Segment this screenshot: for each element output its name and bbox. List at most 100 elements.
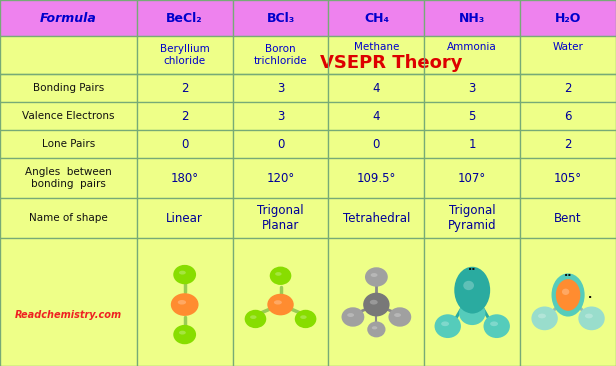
Bar bbox=[0, 158, 137, 198]
Text: 2: 2 bbox=[564, 138, 572, 150]
Bar bbox=[520, 158, 616, 198]
Bar bbox=[424, 102, 520, 130]
Bar bbox=[520, 102, 616, 130]
Ellipse shape bbox=[367, 321, 386, 337]
Bar bbox=[233, 238, 328, 366]
Ellipse shape bbox=[463, 281, 474, 290]
Bar bbox=[233, 0, 328, 36]
Bar bbox=[137, 238, 233, 366]
Ellipse shape bbox=[370, 300, 378, 305]
Text: BCl₃: BCl₃ bbox=[266, 11, 294, 25]
Text: 3: 3 bbox=[469, 82, 476, 94]
Text: Valence Electrons: Valence Electrons bbox=[22, 111, 115, 121]
Text: 2: 2 bbox=[564, 82, 572, 94]
Text: 107°: 107° bbox=[458, 172, 487, 184]
Bar bbox=[328, 74, 424, 102]
Text: Name of shape: Name of shape bbox=[29, 213, 108, 223]
Text: 0: 0 bbox=[181, 138, 188, 150]
Bar bbox=[0, 130, 137, 158]
Text: 5: 5 bbox=[469, 109, 476, 123]
Ellipse shape bbox=[275, 272, 282, 276]
Text: Lone Pairs: Lone Pairs bbox=[42, 139, 95, 149]
Ellipse shape bbox=[179, 331, 186, 335]
Ellipse shape bbox=[270, 266, 291, 285]
Ellipse shape bbox=[245, 310, 266, 328]
Ellipse shape bbox=[295, 310, 317, 328]
Ellipse shape bbox=[274, 300, 282, 305]
Bar bbox=[424, 158, 520, 198]
Ellipse shape bbox=[484, 314, 510, 338]
Ellipse shape bbox=[371, 273, 378, 277]
Ellipse shape bbox=[347, 313, 354, 317]
Text: 180°: 180° bbox=[171, 172, 199, 184]
Bar bbox=[137, 0, 233, 36]
Ellipse shape bbox=[490, 321, 498, 326]
Text: Methane: Methane bbox=[354, 42, 399, 52]
Text: CH₄: CH₄ bbox=[364, 11, 389, 25]
Text: Trigonal
Planar: Trigonal Planar bbox=[257, 204, 304, 232]
Text: 2: 2 bbox=[181, 82, 188, 94]
Ellipse shape bbox=[173, 325, 196, 344]
Bar bbox=[233, 102, 328, 130]
Ellipse shape bbox=[363, 293, 389, 317]
Bar bbox=[328, 36, 424, 74]
Bar bbox=[0, 0, 137, 36]
Ellipse shape bbox=[389, 307, 411, 327]
Bar bbox=[137, 130, 233, 158]
Ellipse shape bbox=[466, 309, 474, 313]
Ellipse shape bbox=[365, 267, 388, 287]
Text: Angles  between
bonding  pairs: Angles between bonding pairs bbox=[25, 167, 111, 189]
Text: 3: 3 bbox=[277, 109, 284, 123]
Text: Formula: Formula bbox=[40, 11, 97, 25]
Text: 1: 1 bbox=[469, 138, 476, 150]
Bar bbox=[424, 198, 520, 238]
Text: Bonding Pairs: Bonding Pairs bbox=[33, 83, 104, 93]
Bar bbox=[233, 36, 328, 74]
Bar bbox=[328, 0, 424, 36]
Ellipse shape bbox=[560, 286, 570, 295]
Text: 0: 0 bbox=[277, 138, 284, 150]
Bar bbox=[233, 130, 328, 158]
Text: 4: 4 bbox=[373, 109, 380, 123]
Ellipse shape bbox=[171, 293, 198, 316]
Text: Bent: Bent bbox=[554, 212, 582, 224]
Text: 2: 2 bbox=[181, 109, 188, 123]
Ellipse shape bbox=[532, 306, 558, 330]
Ellipse shape bbox=[538, 314, 546, 318]
Text: 105°: 105° bbox=[554, 172, 582, 184]
Text: 3: 3 bbox=[277, 82, 284, 94]
Bar bbox=[137, 36, 233, 74]
Ellipse shape bbox=[454, 267, 490, 314]
Bar bbox=[328, 198, 424, 238]
Text: 4: 4 bbox=[373, 82, 380, 94]
Ellipse shape bbox=[556, 279, 580, 311]
Text: 0: 0 bbox=[373, 138, 380, 150]
Bar bbox=[328, 102, 424, 130]
Ellipse shape bbox=[551, 273, 585, 317]
Text: VSEPR Theory: VSEPR Theory bbox=[320, 55, 463, 72]
Bar bbox=[0, 36, 137, 74]
Text: Tetrahedral: Tetrahedral bbox=[342, 212, 410, 224]
Ellipse shape bbox=[178, 300, 186, 305]
Text: NH₃: NH₃ bbox=[459, 11, 485, 25]
Bar bbox=[0, 102, 137, 130]
Bar bbox=[137, 74, 233, 102]
Bar bbox=[424, 130, 520, 158]
Bar bbox=[328, 158, 424, 198]
Bar bbox=[233, 158, 328, 198]
Ellipse shape bbox=[585, 314, 593, 318]
Text: Trigonal
Pyramid: Trigonal Pyramid bbox=[448, 204, 496, 232]
Ellipse shape bbox=[267, 294, 294, 315]
Bar bbox=[424, 0, 520, 36]
Bar bbox=[137, 158, 233, 198]
Bar bbox=[520, 198, 616, 238]
Bar bbox=[424, 74, 520, 102]
Bar bbox=[424, 238, 520, 366]
Bar bbox=[520, 130, 616, 158]
Text: H₂O: H₂O bbox=[555, 11, 582, 25]
Ellipse shape bbox=[562, 289, 569, 295]
Bar bbox=[0, 238, 137, 366]
Bar bbox=[520, 0, 616, 36]
Text: ··: ·· bbox=[468, 265, 476, 274]
Bar bbox=[137, 198, 233, 238]
